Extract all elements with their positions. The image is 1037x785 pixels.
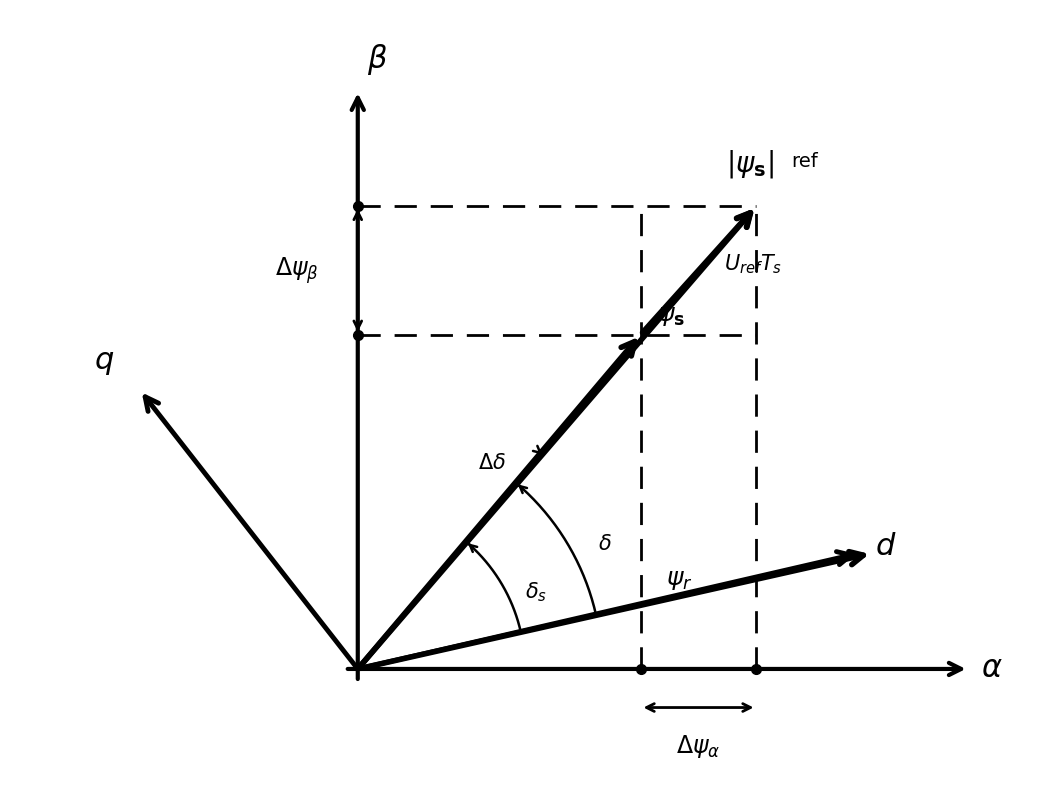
Text: $d$: $d$ [875, 532, 897, 561]
Text: $\Delta\psi_{\beta}$: $\Delta\psi_{\beta}$ [276, 255, 319, 286]
Text: $|\psi_\mathbf{s}|$: $|\psi_\mathbf{s}|$ [726, 148, 774, 181]
Text: $\Delta\psi_{\alpha}$: $\Delta\psi_{\alpha}$ [676, 733, 721, 760]
Text: $q$: $q$ [94, 349, 114, 378]
Text: $\psi_\mathbf{s}$: $\psi_\mathbf{s}$ [656, 305, 684, 328]
Text: $\beta$: $\beta$ [367, 42, 388, 78]
Text: ref: ref [791, 152, 818, 170]
Text: $\psi_r$: $\psi_r$ [667, 568, 693, 593]
Text: $\Delta\delta$: $\Delta\delta$ [478, 453, 506, 473]
Text: $\delta_s$: $\delta_s$ [526, 580, 548, 604]
Text: $\delta$: $\delta$ [598, 534, 612, 553]
Text: $\alpha$: $\alpha$ [981, 655, 1003, 684]
Text: $U_{ref}T_s$: $U_{ref}T_s$ [724, 252, 782, 276]
